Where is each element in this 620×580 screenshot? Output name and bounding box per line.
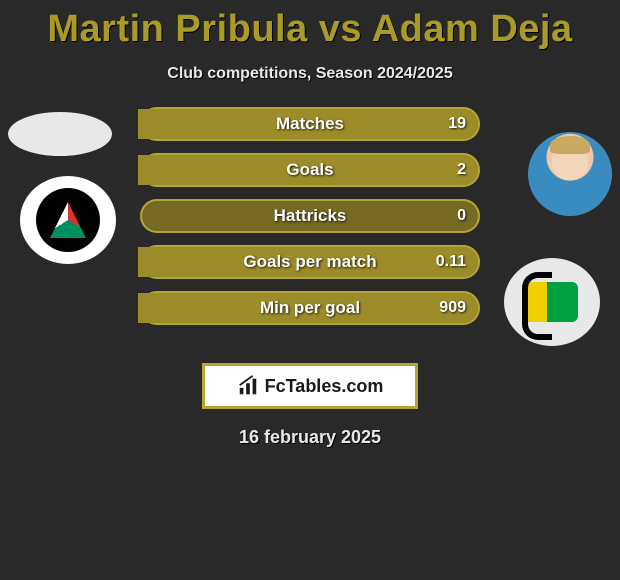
stat-label: Matches (140, 107, 480, 141)
stat-value: 0 (457, 199, 466, 233)
brand-box[interactable]: FcTables.com (202, 363, 418, 409)
stat-value: 909 (439, 291, 466, 325)
stat-label: Min per goal (140, 291, 480, 325)
stat-row: Hattricks0 (140, 199, 480, 233)
date-label: 16 february 2025 (0, 427, 620, 448)
stats-panel: Matches19 Goals2 Hattricks0 Goals per match… (0, 107, 620, 347)
stat-row: Goals per match0.11 (140, 245, 480, 279)
chart-icon (237, 375, 259, 397)
stat-value: 19 (448, 107, 466, 141)
stat-value: 0.11 (436, 245, 466, 279)
subtitle: Club competitions, Season 2024/2025 (0, 65, 620, 83)
stat-row: Matches19 (140, 107, 480, 141)
stat-label: Goals (140, 153, 480, 187)
page-title: Martin Pribula vs Adam Deja (0, 0, 620, 51)
stat-label: Goals per match (140, 245, 480, 279)
stat-row: Goals2 (140, 153, 480, 187)
stat-value: 2 (457, 153, 466, 187)
stat-label: Hattricks (140, 199, 480, 233)
brand-text: FcTables.com (265, 376, 384, 397)
stat-row: Min per goal909 (140, 291, 480, 325)
